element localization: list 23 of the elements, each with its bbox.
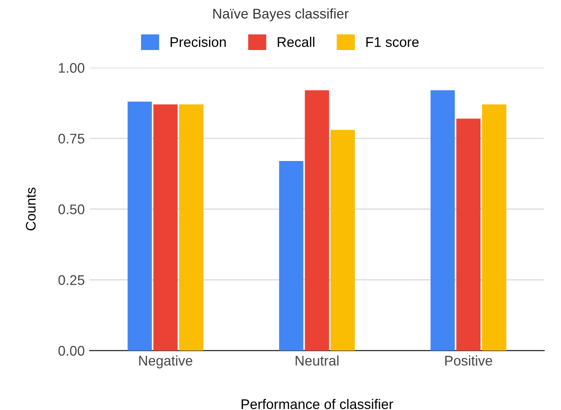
- y-tick-label: 0.50: [58, 204, 84, 214]
- x-tick-label: Positive: [445, 355, 492, 366]
- bar: [153, 104, 178, 351]
- bar: [482, 104, 506, 351]
- x-axis-title: Performance of classifier: [242, 398, 394, 410]
- y-tick-label: 0.25: [58, 275, 84, 285]
- bar: [456, 118, 481, 351]
- legend-label: F1 score: [366, 37, 419, 47]
- bar: [128, 102, 152, 351]
- y-tick-label: 0.75: [58, 134, 84, 144]
- bar: [179, 104, 204, 351]
- y-axis-title: Counts: [26, 188, 36, 230]
- bar: [304, 90, 330, 351]
- y-tick-label: 1.00: [58, 62, 84, 73]
- bar: [279, 161, 304, 351]
- x-tick-label: Negative: [139, 355, 192, 368]
- legend-label: Precision: [170, 36, 226, 47]
- y-tick-label: 0.00: [58, 346, 84, 356]
- bar: [430, 90, 455, 351]
- bar: [330, 130, 355, 351]
- chart-title: Naïve Bayes classifier: [213, 8, 349, 22]
- legend-label: Recall: [278, 36, 314, 47]
- x-tick-label: Neutral: [296, 355, 338, 366]
